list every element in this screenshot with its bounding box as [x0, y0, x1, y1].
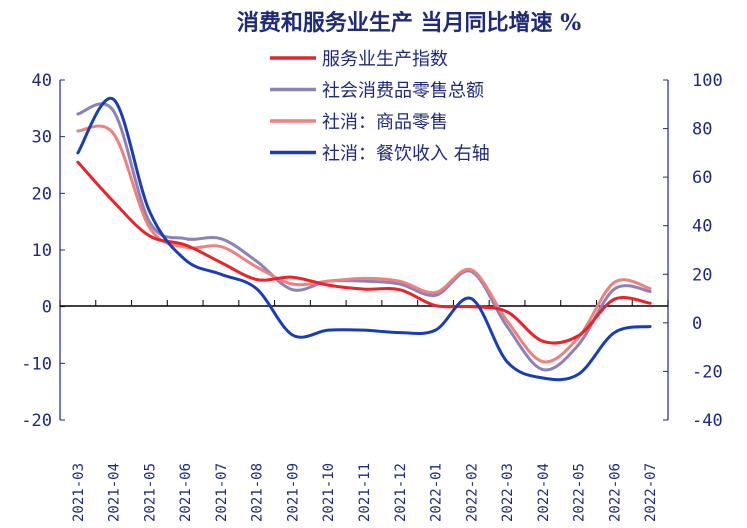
left-axis-tick-label: 30 — [32, 128, 52, 148]
legend-label-1: 服务业生产指数 — [322, 49, 448, 70]
x-axis-tick-label: 2021-09 — [285, 463, 301, 522]
left-axis-tick-label: -10 — [21, 354, 52, 374]
left-axis-tick-label: 0 — [42, 298, 52, 318]
right-axis-tick-label: -20 — [692, 362, 723, 382]
x-axis-tick-label: 2022-04 — [536, 463, 552, 522]
x-axis-tick-label: 2021-10 — [321, 463, 337, 522]
x-axis-tick-label: 2022-07 — [643, 463, 659, 522]
chart-title: 消费和服务业生产 当月同比增速 % — [237, 10, 581, 36]
x-axis-tick-label: 2022-06 — [607, 463, 623, 522]
x-axis-tick-label: 2022-01 — [429, 463, 445, 522]
left-axis-tick-label: 20 — [32, 184, 52, 204]
legend-label-3: 社消：商品零售 — [322, 112, 448, 133]
right-axis-tick-label: 80 — [692, 120, 712, 140]
plot-area: -20 -10 0 10 20 30 40 -40 -20 0 20 40 60 80 100 2021-03… — [21, 71, 722, 522]
x-axis-tick-label: 2022-02 — [464, 463, 480, 522]
left-axis-tick-label: 40 — [32, 71, 52, 91]
left-axis-tick-label: 10 — [32, 241, 52, 261]
right-axis-tick-label: -40 — [692, 411, 723, 431]
x-axis-tick-label: 2021-03 — [71, 463, 87, 522]
x-axis-tick-label: 2021-06 — [178, 463, 194, 522]
x-axis-tick-label: 2021-04 — [107, 463, 123, 522]
series-line-4 — [76, 96, 652, 382]
x-axis-tick-label: 2022-05 — [572, 463, 588, 522]
right-axis-tick-label: 20 — [692, 265, 712, 285]
x-axis-tick-label: 2021-12 — [393, 463, 409, 522]
right-axis-tick-label: 40 — [692, 217, 712, 237]
series-line-1 — [76, 160, 652, 345]
right-axis-tick-label: 60 — [692, 168, 712, 188]
legend-label-4: 社消：餐饮收入 右轴 — [322, 144, 490, 165]
x-axis-tick-label: 2021-07 — [214, 463, 230, 522]
legend-label-2: 社会消费品零售总额 — [322, 81, 484, 102]
x-axis-tick-label: 2021-11 — [357, 463, 373, 522]
x-axis-tick-label: 2022-03 — [500, 463, 516, 522]
x-axis-tick-label: 2021-08 — [250, 463, 266, 522]
right-axis-tick-label: 100 — [692, 71, 723, 91]
x-axis-tick-label: 2021-05 — [142, 463, 158, 522]
left-axis-tick-label: -20 — [21, 411, 52, 431]
right-axis-tick-label: 0 — [692, 314, 702, 334]
